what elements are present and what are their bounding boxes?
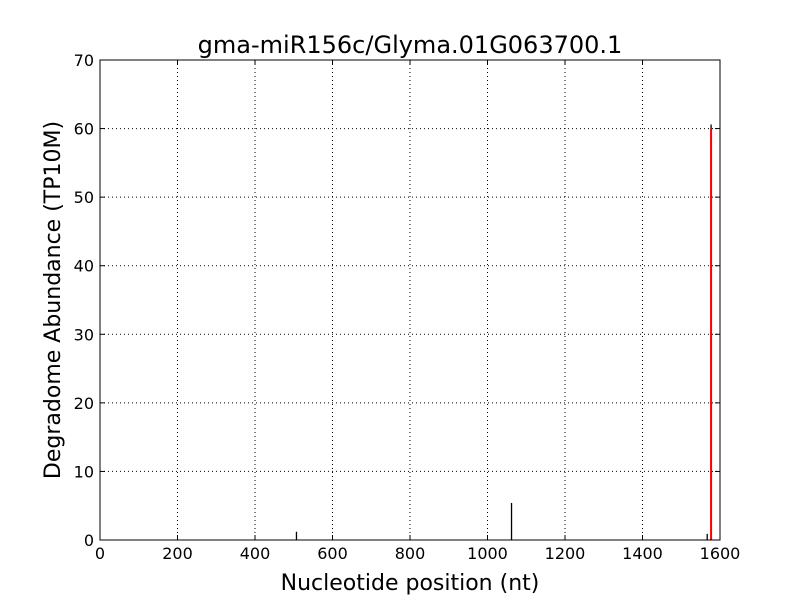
y-tick-label: 10	[74, 462, 94, 481]
marks	[295, 124, 713, 540]
y-tick-label: 70	[74, 51, 94, 70]
x-tick-label: 1000	[467, 544, 508, 563]
y-tick-label: 60	[74, 120, 94, 139]
y-tick-label: 30	[74, 325, 94, 344]
x-tick-label: 600	[317, 544, 348, 563]
x-tick-label: 200	[162, 544, 193, 563]
chart-title: gma-miR156c/Glyma.01G063700.1	[198, 31, 623, 59]
y-tick-label: 0	[84, 531, 94, 550]
x-tick-label: 1400	[622, 544, 663, 563]
grid	[100, 60, 720, 540]
x-tick-label: 1200	[545, 544, 586, 563]
y-axis-label: Degradome Abundance (TP10M)	[41, 121, 66, 479]
y-tick-label: 40	[74, 257, 94, 276]
x-tick-label: 1600	[700, 544, 741, 563]
x-tick-label: 800	[395, 544, 426, 563]
y-tick-label: 20	[74, 394, 94, 413]
x-tick-label: 400	[240, 544, 271, 563]
x-axis-label: Nucleotide position (nt)	[281, 571, 540, 596]
x-tick-label: 0	[95, 544, 105, 563]
y-tick-label: 50	[74, 188, 94, 207]
ticks: 0 200 400 600 800 1000 1200 1400 1600 0 10 20 30 40 50…	[74, 51, 741, 563]
